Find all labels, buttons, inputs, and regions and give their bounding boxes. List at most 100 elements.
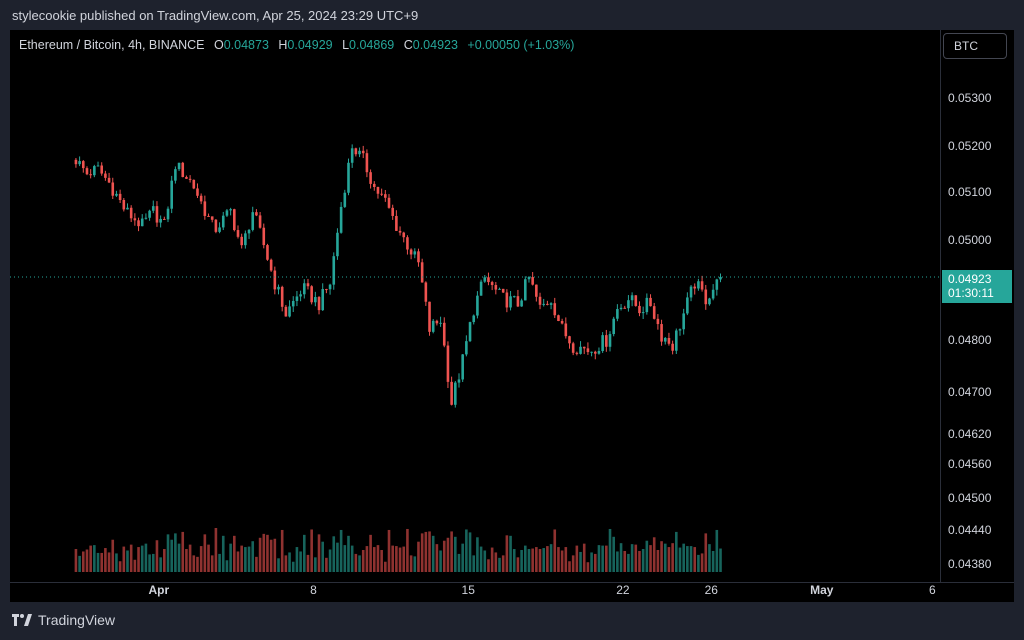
tradingview-logo-icon (12, 614, 32, 626)
candle-body (148, 210, 151, 218)
time-tick-label: May (810, 583, 834, 597)
candle (549, 302, 553, 310)
candle (660, 319, 663, 346)
volume-bar (542, 548, 546, 572)
volume-bar (689, 546, 693, 572)
candle (166, 206, 170, 223)
volume-bar (336, 542, 339, 572)
candle-body (663, 337, 667, 342)
candle (185, 175, 188, 179)
time-tick-label: 15 (462, 583, 476, 597)
candle-body (597, 351, 601, 354)
volume-bar (85, 549, 89, 572)
candle-body (704, 289, 708, 305)
candle (535, 284, 538, 302)
candle-body (188, 178, 192, 180)
candle-body (115, 193, 118, 196)
candle (516, 289, 520, 308)
volume-bar (553, 529, 557, 572)
volume-layer (74, 528, 722, 572)
candle-body (104, 173, 107, 178)
volume-bar (225, 560, 229, 572)
volume-bar (523, 545, 527, 572)
volume-bar (645, 540, 649, 572)
volume-bar (339, 529, 343, 572)
candle (590, 351, 593, 357)
candle-body (199, 195, 203, 202)
price-tick-label: 0.05100 (948, 185, 992, 199)
candlestick-chart[interactable]: 0.04380 0.04440 0.04500 0.04560 0.04620 0.047… (10, 30, 1014, 602)
volume-bar (616, 551, 619, 572)
candle (693, 283, 697, 295)
volume-bar (501, 555, 505, 572)
volume-bar (258, 537, 262, 572)
candle (612, 316, 615, 337)
currency-button[interactable]: BTC (943, 33, 1007, 59)
candle-body (472, 315, 476, 323)
volume-bar (321, 541, 325, 572)
candle (343, 189, 347, 208)
volume-bar (196, 556, 199, 572)
volume-bar (129, 544, 133, 572)
candle (439, 316, 442, 327)
volume-bar (465, 529, 468, 572)
candle-body (332, 256, 336, 285)
candle-body (244, 233, 247, 246)
volume-bar (638, 550, 641, 572)
candle-body (155, 206, 159, 223)
candle-body (542, 303, 546, 305)
candle (107, 172, 111, 184)
candle (129, 205, 133, 223)
volume-bar (96, 552, 100, 572)
candle-body (277, 286, 280, 290)
candle (575, 351, 579, 356)
volume-bar (549, 544, 553, 572)
candle (619, 304, 623, 311)
candle-body (369, 172, 372, 184)
candle (479, 279, 483, 296)
candle-body (535, 284, 538, 297)
volume-bar (612, 536, 615, 572)
candle-body (413, 251, 417, 255)
candle (372, 181, 376, 191)
volume-bar (546, 546, 549, 572)
candle-body (321, 289, 325, 311)
volume-bar (409, 555, 413, 572)
candle-body (185, 177, 188, 179)
volume-bar (111, 539, 115, 572)
volume-bar (107, 552, 111, 572)
candle (78, 156, 81, 167)
candle-body (229, 209, 232, 211)
volume-bar (192, 555, 196, 572)
candle-body (538, 296, 542, 305)
chart-frame[interactable]: 0.04380 0.04440 0.04500 0.04560 0.04620 0.047… (10, 30, 1014, 602)
candle (328, 283, 332, 295)
candle-body (336, 232, 339, 257)
candle-body (262, 227, 266, 246)
volume-bar (516, 557, 520, 572)
volume-bar (229, 543, 232, 572)
candle (233, 208, 236, 232)
candle (325, 288, 328, 294)
candle-body (660, 324, 663, 342)
volume-bar (74, 549, 78, 572)
volume-bar (487, 559, 490, 572)
volume-bar (704, 533, 708, 572)
volume-bar (630, 544, 634, 572)
candle-body (288, 306, 291, 317)
volume-bar (461, 543, 464, 572)
candle-body (306, 283, 310, 287)
candle (384, 189, 387, 202)
candle (262, 223, 266, 249)
candle-body (461, 354, 464, 380)
price-tick-label: 0.05300 (948, 91, 992, 105)
volume-bar (660, 541, 663, 572)
candle (446, 341, 450, 389)
candle-body (358, 150, 361, 155)
time-tick-label: Apr (148, 583, 169, 597)
candle (163, 216, 166, 220)
candle (104, 170, 107, 181)
candle-body (498, 288, 501, 290)
candle (288, 300, 291, 318)
candle-body (417, 251, 420, 263)
